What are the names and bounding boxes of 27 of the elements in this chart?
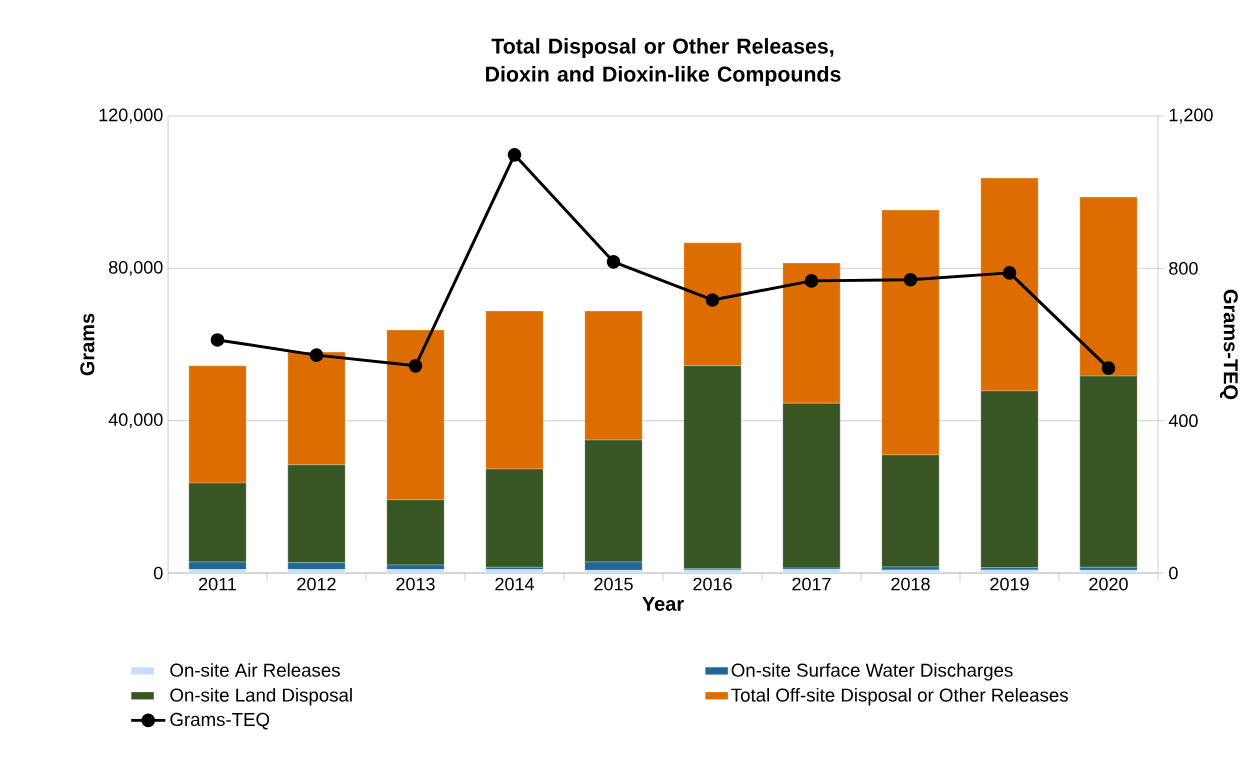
legend-label: On-site Air Releases (170, 663, 340, 677)
y-tick-label: 120,000 (99, 108, 163, 124)
legend-label: On-site Surface Water Discharges (731, 663, 1013, 681)
x-tick-label: 2017 (792, 577, 831, 591)
y2-tick-label: 400 (1168, 414, 1198, 428)
y-axis-title: Grams (80, 313, 95, 376)
x-tick-label: 2014 (495, 577, 534, 591)
x-tick-label: 2013 (396, 577, 435, 591)
x-tick-label: 2012 (297, 577, 336, 591)
chart-title: Total Disposal or Other Releases, Dioxin and Dioxin-like Compounds (486, 38, 841, 86)
y-tick-label: 40,000 (108, 413, 163, 429)
legend-label: Grams-TEQ (170, 712, 270, 730)
x-tick-label: 2020 (1089, 577, 1128, 591)
x-tick-label: 2016 (693, 577, 732, 591)
x-tick-label: 2018 (891, 577, 930, 591)
legend-label: Total Off-site Disposal or Other Releases (731, 688, 1068, 706)
y2-axis-title: Grams-TEQ (1219, 289, 1238, 400)
legend-label: On-site Land Disposal (170, 688, 352, 706)
y-tick-label: 0 (153, 566, 163, 580)
x-tick-label: 2019 (990, 577, 1029, 591)
y-tick-label: 80,000 (109, 260, 163, 276)
y2-tick-label: 0 (1169, 566, 1178, 580)
x-tick-label: 2015 (594, 577, 633, 591)
y2-tick-label: 800 (1169, 261, 1198, 275)
x-tick-label: 2011 (199, 577, 236, 591)
y2-tick-label: 1,200 (1169, 108, 1213, 124)
x-axis-title: Year (642, 596, 684, 611)
